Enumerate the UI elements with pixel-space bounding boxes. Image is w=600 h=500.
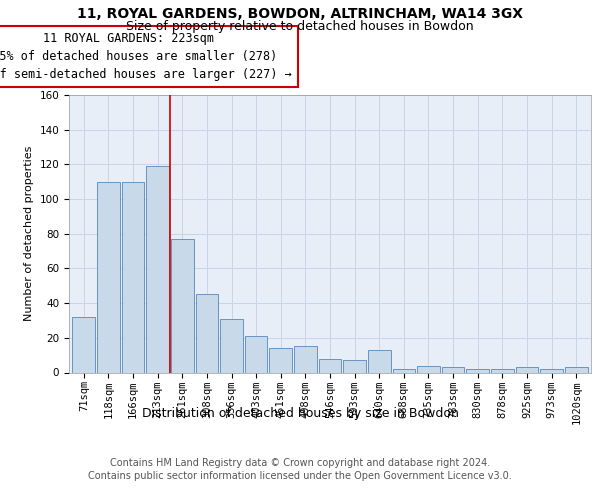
Bar (171, 239, 194, 372)
Bar (245, 336, 268, 372)
Text: 11 ROYAL GARDENS: 223sqm
← 55% of detached houses are smaller (278)
45% of semi-: 11 ROYAL GARDENS: 223sqm ← 55% of detach… (0, 32, 292, 81)
Bar (368, 350, 391, 372)
Y-axis label: Number of detached properties: Number of detached properties (24, 146, 34, 322)
Bar (515, 368, 538, 372)
Bar (294, 346, 317, 372)
Bar (417, 366, 440, 372)
Bar (220, 318, 243, 372)
Bar (343, 360, 366, 372)
Bar (146, 166, 169, 372)
Bar (73, 317, 95, 372)
Bar (269, 348, 292, 372)
Text: Size of property relative to detached houses in Bowdon: Size of property relative to detached ho… (126, 20, 474, 33)
Bar (196, 294, 218, 372)
Bar (319, 358, 341, 372)
Bar (392, 369, 415, 372)
Bar (97, 182, 120, 372)
Bar (122, 182, 145, 372)
Bar (565, 368, 587, 372)
Text: Contains public sector information licensed under the Open Government Licence v3: Contains public sector information licen… (88, 471, 512, 481)
Text: 11, ROYAL GARDENS, BOWDON, ALTRINCHAM, WA14 3GX: 11, ROYAL GARDENS, BOWDON, ALTRINCHAM, W… (77, 8, 523, 22)
Text: Contains HM Land Registry data © Crown copyright and database right 2024.: Contains HM Land Registry data © Crown c… (110, 458, 490, 468)
Text: Distribution of detached houses by size in Bowdon: Distribution of detached houses by size … (142, 408, 458, 420)
Bar (540, 369, 563, 372)
Bar (442, 368, 464, 372)
Bar (466, 369, 489, 372)
Bar (491, 369, 514, 372)
